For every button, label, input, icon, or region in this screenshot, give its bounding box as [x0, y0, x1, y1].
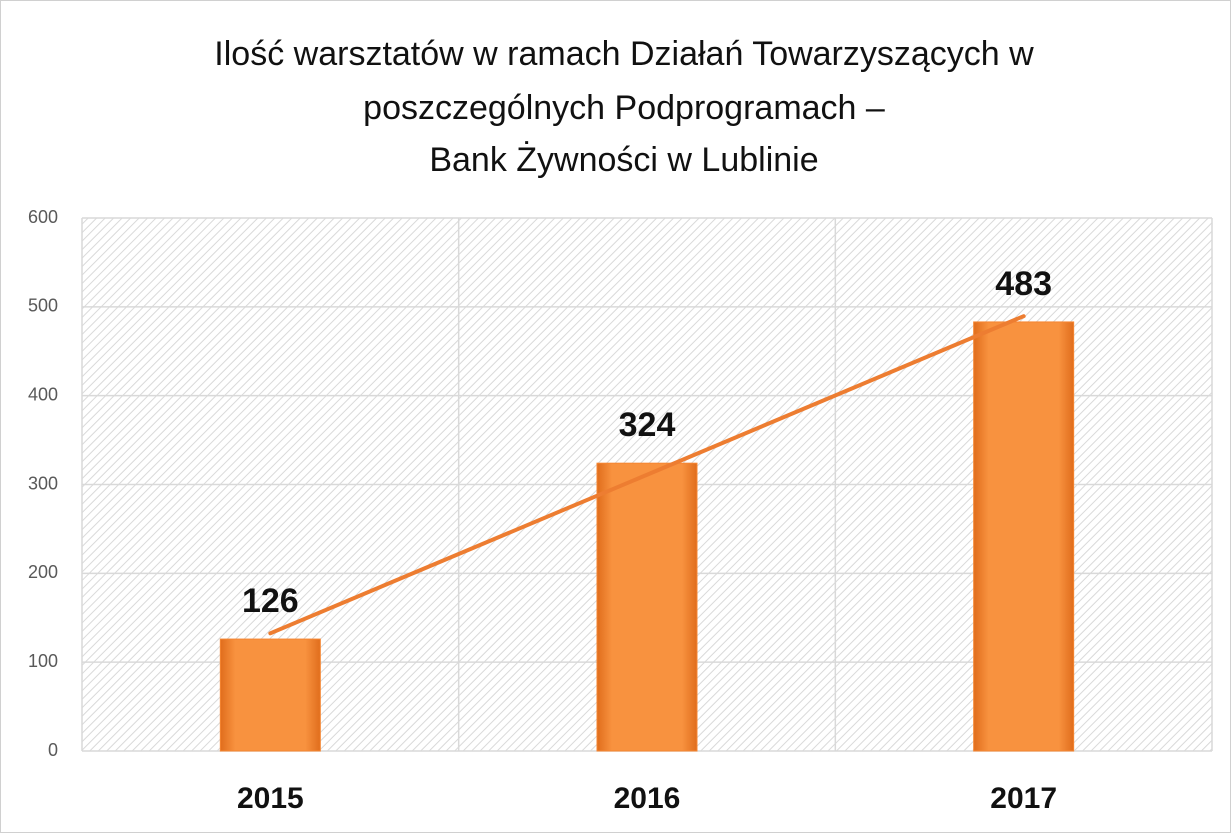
trendline — [268, 314, 1026, 636]
chart-title: Bank Żywności w Lublinie — [429, 141, 818, 179]
x-tick-label: 2015 — [237, 782, 304, 815]
y-tick-label: 0 — [48, 740, 58, 760]
data-label: 324 — [619, 406, 676, 444]
y-tick-label: 500 — [28, 296, 58, 316]
x-tick-label: 2016 — [614, 782, 681, 815]
data-label: 126 — [242, 582, 299, 620]
y-tick-label: 300 — [28, 473, 58, 493]
bar — [973, 321, 1075, 752]
y-tick-label: 600 — [28, 207, 58, 227]
y-tick-label: 200 — [28, 562, 58, 582]
bar — [219, 638, 321, 752]
bar — [596, 462, 698, 752]
chart-title: Ilość warsztatów w ramach Działań Towarz… — [214, 35, 1034, 73]
x-tick-label: 2017 — [990, 782, 1057, 815]
data-label: 483 — [995, 265, 1052, 303]
y-tick-label: 100 — [28, 651, 58, 671]
chart-title: poszczególnych Podprogramach – — [363, 89, 885, 127]
y-tick-label: 400 — [28, 384, 58, 404]
